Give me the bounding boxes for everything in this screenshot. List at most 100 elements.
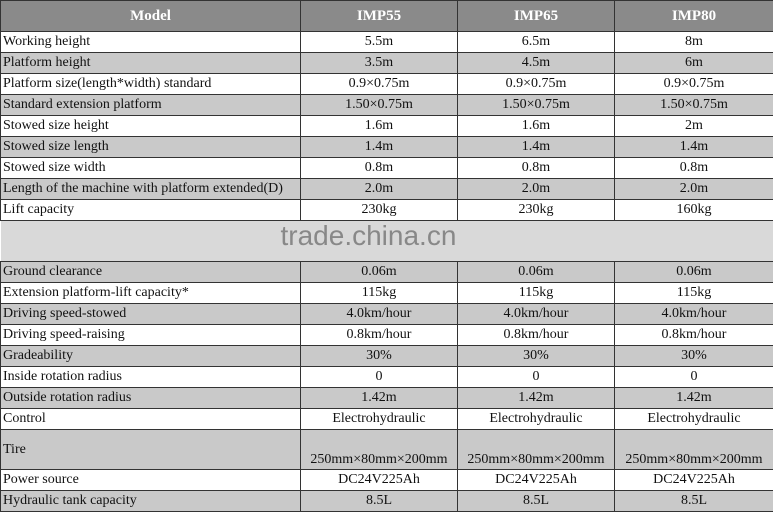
header-row: Model IMP55 IMP65 IMP80 [0,0,773,32]
row-value: DC24V225Ah [300,469,458,491]
table-row: Standard extension platform 1.50×0.75m 1.5… [0,94,773,116]
row-label: Length of the machine with platform exte… [0,178,301,200]
row-value: 160kg [614,199,773,221]
header-imp55: IMP55 [300,0,458,32]
table-row: Stowed size width 0.8m 0.8m 0.8m [0,157,773,179]
row-value: 0.8km/hour [614,324,773,346]
row-label: Lift capacity [0,199,301,221]
row-value: 0.06m [300,261,458,283]
row-value: 0.9×0.75m [614,73,773,95]
row-value: 2.0m [614,178,773,200]
row-value: 0 [457,366,615,388]
row-value: 1.50×0.75m [614,94,773,116]
row-value: 0.06m [457,261,615,283]
row-value: 8.5L [457,490,615,512]
row-value: 0 [614,366,773,388]
table-row: Working height 5.5m 6.5m 8m [0,31,773,53]
row-value: 0.8m [614,157,773,179]
row-label: Extension platform-lift capacity* [0,282,301,304]
table-row: Lift capacity 230kg 230kg 160kg [0,199,773,221]
row-value: 0.8km/hour [457,324,615,346]
row-label: Working height [0,31,301,53]
row-label: Tire [0,429,301,470]
row-value: 115kg [614,282,773,304]
watermark-cell: trade.china.cn [0,220,773,262]
row-value: 1.50×0.75m [300,94,458,116]
row-label: Stowed size height [0,115,301,137]
row-label: Outside rotation radius [0,387,301,409]
row-value: 1.4m [457,136,615,158]
row-value: 1.6m [457,115,615,137]
row-label: Platform height [0,52,301,74]
table-row: Control Electrohydraulic Electrohydraulic E… [0,408,773,430]
table-row: Outside rotation radius 1.42m 1.42m 1.42m [0,387,773,409]
row-label: Stowed size length [0,136,301,158]
table-row: Platform size(length*width) standard 0.9×… [0,73,773,95]
row-label: Control [0,408,301,430]
row-value: 1.6m [300,115,458,137]
row-value: Electrohydraulic [614,408,773,430]
row-value: 2.0m [457,178,615,200]
row-label: Gradeability [0,345,301,367]
watermark-row: trade.china.cn [0,220,773,262]
row-value: 0.8m [457,157,615,179]
row-value: 4.0km/hour [300,303,458,325]
row-value: 250mm×80mm×200mm [457,429,615,470]
header-imp80: IMP80 [614,0,773,32]
row-value: 1.4m [300,136,458,158]
table-row: Stowed size height 1.6m 1.6m 2m [0,115,773,137]
row-value: 6m [614,52,773,74]
row-value: 250mm×80mm×200mm [614,429,773,470]
row-value: 115kg [457,282,615,304]
row-value: 4.5m [457,52,615,74]
row-value: 1.42m [614,387,773,409]
row-value: 115kg [300,282,458,304]
row-label: Ground clearance [0,261,301,283]
row-value: 5.5m [300,31,458,53]
row-value: 1.42m [300,387,458,409]
row-value: 30% [300,345,458,367]
table-row: Platform height 3.5m 4.5m 6m [0,52,773,74]
row-label: Stowed size width [0,157,301,179]
table-row: Gradeability 30% 30% 30% [0,345,773,367]
row-label: Power source [0,469,301,491]
table-row: Driving speed-stowed 4.0km/hour 4.0km/hour… [0,303,773,325]
row-value: 8.5L [300,490,458,512]
header-model: Model [0,0,301,32]
row-value: 1.50×0.75m [457,94,615,116]
row-label: Standard extension platform [0,94,301,116]
row-value: Electrohydraulic [457,408,615,430]
header-imp65: IMP65 [457,0,615,32]
row-value: 2.0m [300,178,458,200]
row-value: 4.0km/hour [457,303,615,325]
row-label: Driving speed-stowed [0,303,301,325]
row-label: Platform size(length*width) standard [0,73,301,95]
row-value: 0.8km/hour [300,324,458,346]
row-value: 2m [614,115,773,137]
table-row: Tire 250mm×80mm×200mm 250mm×80mm×200mm 250m… [0,429,773,470]
row-label: Inside rotation radius [0,366,301,388]
row-value: 230kg [300,199,458,221]
row-value: 30% [614,345,773,367]
row-value: 0.06m [614,261,773,283]
row-value: 1.42m [457,387,615,409]
row-value: 0.9×0.75m [457,73,615,95]
row-value: 1.4m [614,136,773,158]
table-row: Driving speed-raising 0.8km/hour 0.8km/hou… [0,324,773,346]
row-value: 4.0km/hour [614,303,773,325]
row-value: 0 [300,366,458,388]
row-value: 8m [614,31,773,53]
watermark: trade.china.cn [280,220,457,251]
row-value: DC24V225Ah [614,469,773,491]
row-label: Hydraulic tank capacity [0,490,301,512]
table-row: Length of the machine with platform exte… [0,178,773,200]
row-value: 3.5m [300,52,458,74]
row-label: Driving speed-raising [0,324,301,346]
table-row: Ground clearance 0.06m 0.06m 0.06m [0,261,773,283]
row-value: DC24V225Ah [457,469,615,491]
row-value: 30% [457,345,615,367]
table-row: Extension platform-lift capacity* 115kg 11… [0,282,773,304]
row-value: 250mm×80mm×200mm [300,429,458,470]
table-row: Inside rotation radius 0 0 0 [0,366,773,388]
